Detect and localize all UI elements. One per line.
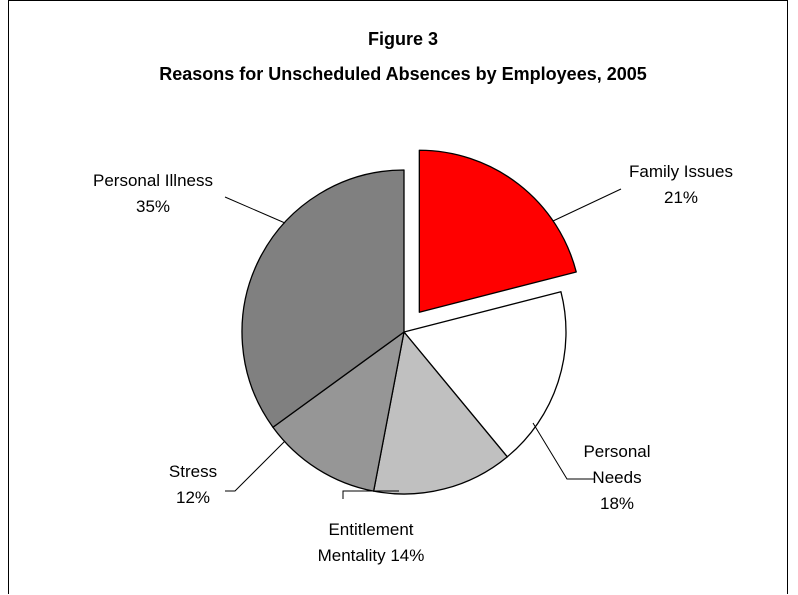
chart-title: Figure 3 [368,29,438,49]
leader-line-family-issues [552,188,622,222]
pie-slice-family-issues [418,149,577,313]
slice-label-family-issues: Family Issues 21% [629,162,733,207]
slice-label-line: Entitlement [328,520,413,539]
slice-labels: Family Issues 21% Personal Needs 18% Entitlem… [93,162,733,565]
leader-line-personal-needs [532,422,595,480]
slice-label-line: 12% [176,488,210,507]
slice-label-line: Mentality 14% [318,546,425,565]
leader-line-entitlement-mentality [342,490,399,499]
slice-label-line: Stress [169,462,217,481]
slice-label-line: Personal Illness [93,171,213,190]
slice-label-line: Needs [592,468,641,487]
pie-slices [241,149,577,495]
slice-label-line: 18% [600,494,634,513]
leader-line-stress [225,440,286,492]
slice-label-line: Personal [583,442,650,461]
slice-label-stress: Stress 12% [169,462,217,507]
slice-label-personal-illness: Personal Illness 35% [93,171,213,216]
pie-slice-personal-illness [241,169,405,428]
chart-subtitle: Reasons for Unscheduled Absences by Empl… [159,64,647,84]
slice-label-personal-needs: Personal Needs 18% [583,442,650,513]
leader-line-personal-illness [224,196,286,224]
pie-chart: Figure 3 Reasons for Unscheduled Absence… [93,29,733,565]
slice-label-line: 35% [136,197,170,216]
pie-slice-personal-needs [403,291,567,458]
slice-label-line: 21% [664,188,698,207]
chart-frame: Figure 3 Reasons for Unscheduled Absence… [8,0,788,594]
slice-label-entitlement-mentality: Entitlement Mentality 14% [318,520,425,565]
leader-lines [224,188,622,499]
slice-label-line: Family Issues [629,162,733,181]
pie-slice-stress [272,331,405,492]
pie-slice-entitlement-mentality [372,331,508,495]
